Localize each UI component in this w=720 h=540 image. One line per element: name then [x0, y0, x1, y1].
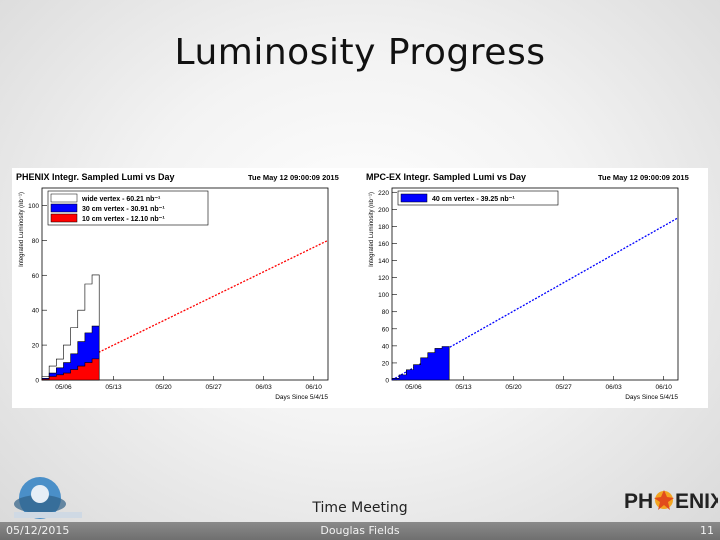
- projection-line: [391, 217, 679, 381]
- x-axis-label: Days Since 5/4/15: [275, 394, 328, 401]
- y-tick-label: 120: [378, 275, 389, 282]
- mpcex-lumi-svg: MPC-EX Integr. Sampled Lumi vs Day Tue Ma…: [366, 172, 689, 401]
- plot-frame: [391, 187, 679, 381]
- footer-author: Douglas Fields: [320, 524, 400, 537]
- chart-title: PHENIX Integr. Sampled Lumi vs Day: [16, 172, 175, 182]
- y-tick-label: 180: [378, 224, 389, 231]
- svg-text:ENIX: ENIX: [675, 490, 718, 513]
- legend-entry: 40 cm vertex - 39.25 nb⁻¹: [432, 196, 515, 203]
- svg-text:PH: PH: [624, 490, 653, 513]
- y-tick-label: 0: [35, 378, 39, 385]
- slide-title: Luminosity Progress: [174, 32, 546, 73]
- x-tick-label: 05/27: [555, 384, 572, 391]
- x-tick-label: 05/13: [105, 384, 122, 391]
- x-tick-label: 05/20: [155, 384, 172, 391]
- y-tick-label: 80: [382, 309, 390, 316]
- y-tick-label: 40: [382, 343, 390, 350]
- x-tick-label: 05/06: [55, 384, 72, 391]
- y-tick-label: 200: [378, 207, 389, 214]
- y-tick-label: 160: [378, 241, 389, 248]
- y-tick-label: 20: [382, 360, 390, 367]
- y-tick-label: 100: [28, 203, 39, 210]
- legend-swatch: [50, 203, 78, 213]
- footer-bar: [0, 522, 720, 540]
- legend-box: [397, 190, 559, 206]
- x-tick-label: 06/03: [256, 384, 273, 391]
- y-tick-label: 20: [32, 343, 40, 350]
- phenix-logo-icon: PH ENIX: [624, 490, 718, 513]
- x-tick-label: 05/20: [505, 384, 522, 391]
- y-tick-label: 40: [32, 308, 40, 315]
- y-axis-label: Integrated Luminosity (nb⁻¹): [19, 192, 25, 267]
- legend-entry: wide vertex - 60.21 nb⁻¹: [81, 196, 161, 203]
- y-tick-label: 220: [378, 190, 389, 197]
- meeting-name: Time Meeting: [312, 500, 408, 516]
- phenix-lumi-svg: PHENIX Integr. Sampled Lumi vs Day Tue Ma…: [16, 172, 339, 401]
- chart-title: MPC-EX Integr. Sampled Lumi vs Day: [366, 172, 526, 182]
- x-tick-label: 06/10: [306, 384, 323, 391]
- x-tick-label: 06/10: [656, 384, 673, 391]
- y-tick-label: 60: [32, 273, 40, 280]
- legend-entry: 10 cm vertex - 12.10 nb⁻¹: [82, 216, 165, 223]
- y-tick-label: 60: [382, 326, 390, 333]
- legend-swatch: [50, 193, 78, 203]
- plot-frame: [41, 187, 329, 381]
- footer-date: 05/12/2015: [6, 524, 70, 537]
- footer-page-number: 11: [700, 524, 714, 537]
- legend-swatch: [400, 193, 428, 203]
- chart-timestamp: Tue May 12 09:00:09 2015: [248, 173, 339, 182]
- series-2-area: [41, 358, 100, 381]
- y-tick-label: 100: [378, 292, 389, 299]
- legend-entry: 30 cm vertex - 30.91 nb⁻¹: [82, 206, 165, 213]
- y-tick-label: 140: [378, 258, 389, 265]
- phenix-lumi-chart: PHENIX Integr. Sampled Lumi vs Day Tue Ma…: [12, 168, 358, 408]
- x-axis-label: Days Since 5/4/15: [625, 394, 678, 401]
- legend-swatch: [50, 213, 78, 223]
- x-tick-label: 06/03: [606, 384, 623, 391]
- series-0-area: [391, 346, 450, 381]
- mpcex-lumi-chart: MPC-EX Integr. Sampled Lumi vs Day Tue Ma…: [362, 168, 708, 408]
- x-tick-label: 05/13: [455, 384, 472, 391]
- plots-area: PHENIX Integr. Sampled Lumi vs Day Tue Ma…: [12, 168, 708, 408]
- x-tick-label: 05/06: [405, 384, 422, 391]
- conference-logo-icon: [14, 477, 82, 519]
- y-tick-label: 0: [385, 378, 389, 385]
- chart-timestamp: Tue May 12 09:00:09 2015: [598, 173, 689, 182]
- y-tick-label: 80: [32, 238, 40, 245]
- y-axis-label: Integrated Luminosity (nb⁻¹): [369, 192, 375, 267]
- x-tick-label: 05/27: [205, 384, 222, 391]
